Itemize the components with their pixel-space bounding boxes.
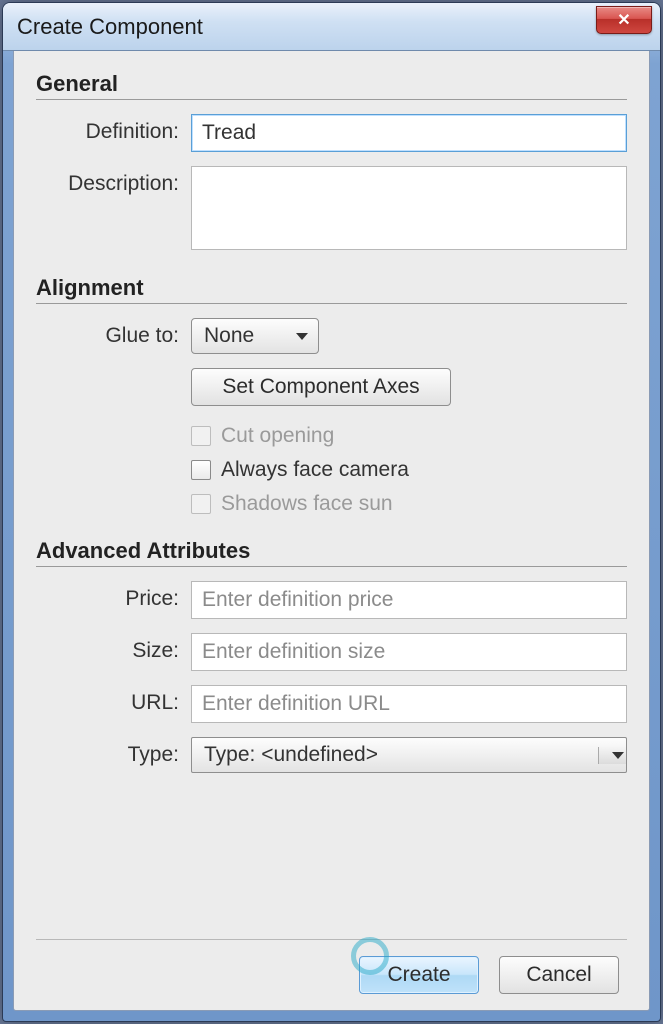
section-divider <box>36 99 627 100</box>
url-row: URL: <box>36 685 627 723</box>
glue-to-select[interactable]: None <box>191 318 319 354</box>
size-label: Size: <box>36 633 191 663</box>
set-axes-row: Set Component Axes <box>36 368 627 406</box>
section-divider <box>36 303 627 304</box>
type-row: Type: Type: <undefined> <box>36 737 627 773</box>
face-camera-checkbox-row[interactable]: Always face camera <box>191 458 627 482</box>
titlebar[interactable]: Create Component ✕ <box>3 3 660 51</box>
dialog-footer: Create Cancel <box>36 956 627 994</box>
create-button[interactable]: Create <box>359 956 479 994</box>
glue-row: Glue to: None <box>36 318 627 354</box>
price-input[interactable] <box>191 581 627 619</box>
url-label: URL: <box>36 685 191 715</box>
type-value: Type: <undefined> <box>204 743 378 767</box>
close-button[interactable]: ✕ <box>596 6 652 34</box>
window-title: Create Component <box>17 14 596 40</box>
dialog-window: Create Component ✕ General Definition: D… <box>2 2 661 1022</box>
type-dropdown-button[interactable] <box>598 747 626 764</box>
section-divider <box>36 566 627 567</box>
shadows-checkbox-row: Shadows face sun <box>191 492 627 516</box>
price-row: Price: <box>36 581 627 619</box>
shadows-label: Shadows face sun <box>221 492 393 516</box>
set-component-axes-button[interactable]: Set Component Axes <box>191 368 451 406</box>
description-input[interactable] <box>191 166 627 250</box>
close-icon: ✕ <box>617 10 630 30</box>
definition-row: Definition: <box>36 114 627 152</box>
size-input[interactable] <box>191 633 627 671</box>
cut-opening-label: Cut opening <box>221 424 334 448</box>
description-row: Description: <box>36 166 627 255</box>
section-title-advanced: Advanced Attributes <box>36 538 627 564</box>
price-label: Price: <box>36 581 191 611</box>
section-title-alignment: Alignment <box>36 275 627 301</box>
size-row: Size: <box>36 633 627 671</box>
chevron-down-icon <box>612 752 624 759</box>
definition-label: Definition: <box>36 114 191 144</box>
description-label: Description: <box>36 166 191 196</box>
url-input[interactable] <box>191 685 627 723</box>
cut-opening-checkbox <box>191 426 211 446</box>
face-camera-checkbox[interactable] <box>191 460 211 480</box>
chevron-down-icon <box>296 333 308 340</box>
footer-divider <box>36 939 627 940</box>
shadows-checkbox <box>191 494 211 514</box>
type-select[interactable]: Type: <undefined> <box>191 737 627 773</box>
cancel-button[interactable]: Cancel <box>499 956 619 994</box>
dialog-content: General Definition: Description: Alignme… <box>13 51 650 1011</box>
alignment-options: Cut opening Always face camera Shadows f… <box>36 424 627 526</box>
cut-opening-checkbox-row: Cut opening <box>191 424 627 448</box>
face-camera-label: Always face camera <box>221 458 409 482</box>
type-label: Type: <box>36 737 191 767</box>
definition-input[interactable] <box>191 114 627 152</box>
glue-to-label: Glue to: <box>36 318 191 348</box>
glue-to-value: None <box>204 324 254 348</box>
section-title-general: General <box>36 71 627 97</box>
